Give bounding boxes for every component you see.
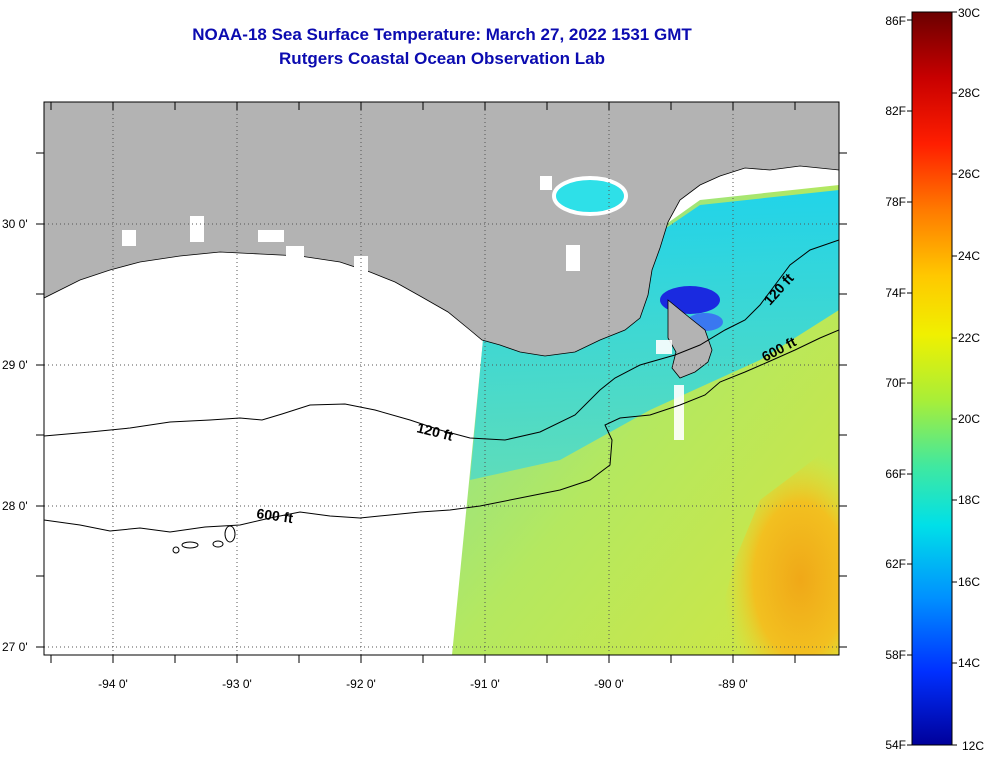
cloud-gap-5 <box>566 245 580 271</box>
map-canvas: 120 ft 120 ft 600 ft 600 ft <box>44 102 839 655</box>
lon-label: -92 0' <box>346 677 376 691</box>
cloud-gap-4 <box>122 230 136 246</box>
lat-label: 29 0' <box>2 358 28 372</box>
contour-120ft <box>44 239 839 441</box>
lake-pontchartrain <box>552 176 628 216</box>
contour-600ft <box>44 329 839 533</box>
contour-closed-2 <box>181 541 199 549</box>
lon-label: -94 0' <box>98 677 128 691</box>
lat-label: 28 0' <box>2 499 28 513</box>
cloud-gap-3 <box>286 246 304 260</box>
map-title: NOAA-18 Sea Surface Temperature: March 2… <box>192 25 692 44</box>
warm-eddy <box>710 440 839 655</box>
cloud-gap-6 <box>540 176 552 190</box>
cool-shelf-water <box>470 190 839 480</box>
lat-label: 27 0' <box>2 640 28 654</box>
map-frame <box>43 101 840 656</box>
land-mass <box>44 102 839 357</box>
contour-closed-4 <box>172 546 180 554</box>
cloud-gap-1 <box>190 216 204 242</box>
river-delta <box>667 299 713 379</box>
lon-label: -91 0' <box>470 677 500 691</box>
tick-marks <box>36 102 847 663</box>
lat-label: 30 0' <box>2 217 28 231</box>
graticule <box>44 102 839 655</box>
cloud-streak-1 <box>674 385 684 440</box>
contour-label-600-west: 600 ft <box>256 505 295 526</box>
cloud-gap-2 <box>258 230 284 242</box>
contour-closed-3 <box>212 540 224 548</box>
lon-label: -93 0' <box>222 677 252 691</box>
cloud-streak-2 <box>656 340 672 354</box>
contour-closed-1 <box>224 525 236 543</box>
lon-label: -90 0' <box>594 677 624 691</box>
map-subtitle: Rutgers Coastal Ocean Observation Lab <box>279 49 605 68</box>
lon-label: -89 0' <box>718 677 748 691</box>
cloud-gap-7 <box>354 256 368 272</box>
